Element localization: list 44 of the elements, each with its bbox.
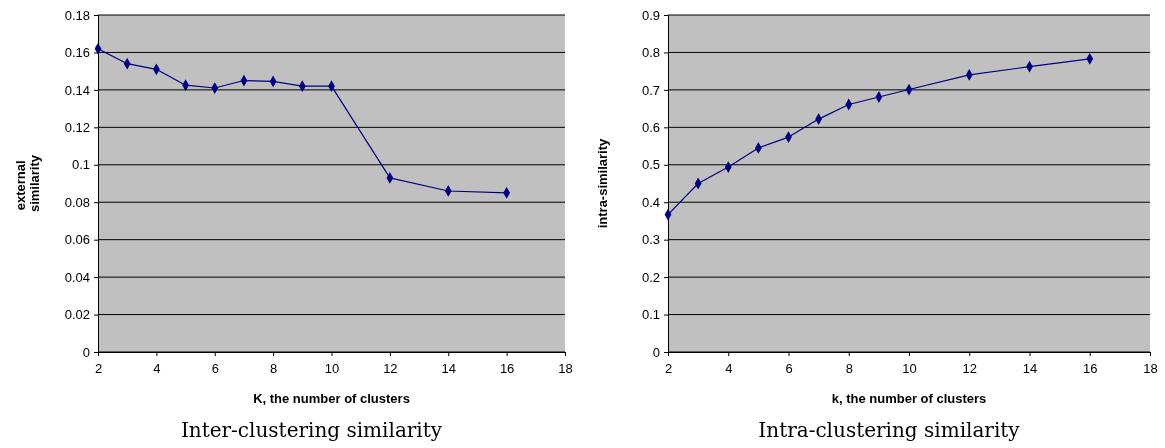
x-tick-label: 16: [499, 361, 515, 377]
x-tick-label: 10: [902, 361, 917, 377]
y-tick-label: 0.3: [641, 232, 660, 248]
x-tick-label: 2: [664, 361, 673, 377]
y-tick-label: 0.7: [641, 82, 660, 98]
x-tick-label: 14: [1022, 361, 1038, 377]
text: Inter-clustering similarity: [180, 418, 443, 442]
y-tick-label: 0.12: [64, 119, 90, 135]
y-tick-label: 0.16: [64, 45, 90, 61]
x-tick-label: 12: [962, 361, 977, 377]
y-tick-label: 0.8: [641, 45, 660, 61]
y-tick-label: 0.4: [641, 194, 660, 210]
y-tick-label: 0.1: [641, 307, 660, 323]
x-tick-label: 6: [785, 361, 793, 377]
y-tick-label: 0.06: [64, 232, 90, 248]
x-tick-label: 10: [324, 361, 340, 377]
x-tick-label: 18: [558, 361, 573, 377]
x-tick-label: 8: [270, 361, 278, 377]
y-axis-title: intra-similarity: [594, 137, 610, 229]
y-tick-label: 0.9: [641, 7, 660, 23]
y-tick-label: 0.14: [64, 82, 90, 98]
x-tick-label: 18: [1143, 361, 1158, 377]
x-tick-label: 4: [153, 361, 161, 377]
x-axis-title: k, the number of clusters: [831, 391, 987, 406]
x-tick-label: 4: [725, 361, 733, 377]
y-tick-label: 0.02: [64, 307, 90, 323]
y-tick-label: 0.04: [64, 269, 90, 285]
y-tick-label: 0: [652, 344, 660, 360]
x-tick-label: 6: [211, 361, 219, 377]
y-tick-label: 0.1: [71, 157, 90, 173]
x-tick-label: 16: [1083, 361, 1098, 377]
text: Intra-clustering similarity: [758, 418, 1021, 442]
y-tick-label: 0.08: [64, 194, 90, 210]
x-tick-label: 8: [845, 361, 853, 377]
x-tick-label: 12: [383, 361, 398, 377]
y-tick-label: 0.5: [641, 157, 660, 173]
x-tick-label: 14: [441, 361, 456, 377]
y-tick-label: 0.18: [64, 7, 90, 23]
x-axis-title: K, the number of clusters: [253, 391, 410, 406]
y-tick-label: 0: [82, 344, 90, 360]
x-tick-label: 2: [94, 361, 103, 377]
y-tick-label: 0.6: [641, 119, 660, 135]
y-tick-label: 0.2: [641, 269, 660, 285]
y-axis-title: external similarity: [12, 154, 43, 213]
